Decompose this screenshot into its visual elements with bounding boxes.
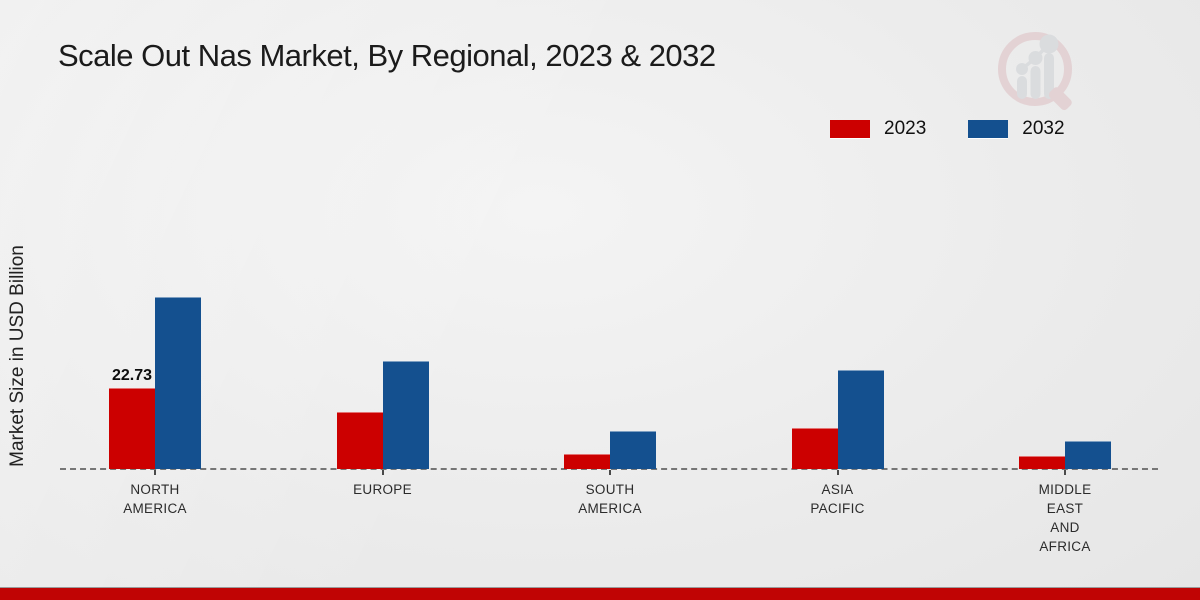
bar-2032-europe	[382, 361, 429, 469]
legend-swatch-2023	[830, 120, 870, 138]
bar-value-label: 22.73	[111, 367, 153, 384]
legend-label-2023: 2023	[884, 118, 927, 139]
market-research-logo-watermark-icon	[998, 32, 1072, 111]
x-axis-label-north-america: NORTH AMERICA	[123, 482, 187, 516]
bar-2023-south-america	[564, 454, 610, 469]
bar-2023-asia-pacific	[791, 428, 838, 469]
x-axis-tick-middle-east-and-africa	[1064, 470, 1066, 475]
footer-accent-band	[0, 587, 1200, 600]
x-axis-tick-europe	[381, 470, 384, 475]
bar-2032-north-america	[155, 297, 201, 469]
bar-2023-europe	[336, 412, 383, 469]
bar-2032-middle-east-and-africa	[1065, 441, 1111, 469]
x-axis-tick-south-america	[609, 470, 611, 475]
x-axis-baseline	[60, 468, 1158, 470]
x-axis-label-europe: EUROPE	[353, 482, 412, 497]
chart-title: Scale Out Nas Market, By Regional, 2023 …	[58, 38, 716, 73]
legend-item-2032: 2032	[968, 118, 1065, 140]
x-axis-label-south-america: SOUTH AMERICA	[578, 482, 642, 516]
x-axis-tick-north-america	[154, 470, 156, 475]
x-axis-label-middle-east-and-africa: MIDDLE EAST AND AFRICA	[1038, 482, 1092, 554]
x-axis-label-asia-pacific: ASIA PACIFIC	[810, 482, 865, 516]
legend-item-2023: 2023	[830, 118, 926, 140]
chart-legend: 2023 2032	[830, 118, 1065, 140]
x-axis-tick-asia-pacific	[836, 470, 839, 475]
bar-2023-middle-east-and-africa	[1019, 456, 1065, 469]
bar-2032-asia-pacific	[837, 370, 884, 469]
legend-label-2032: 2032	[1022, 118, 1065, 139]
legend-swatch-2032	[968, 120, 1009, 138]
bar-2032-south-america	[610, 431, 656, 469]
bar-2023-north-america	[109, 388, 155, 469]
